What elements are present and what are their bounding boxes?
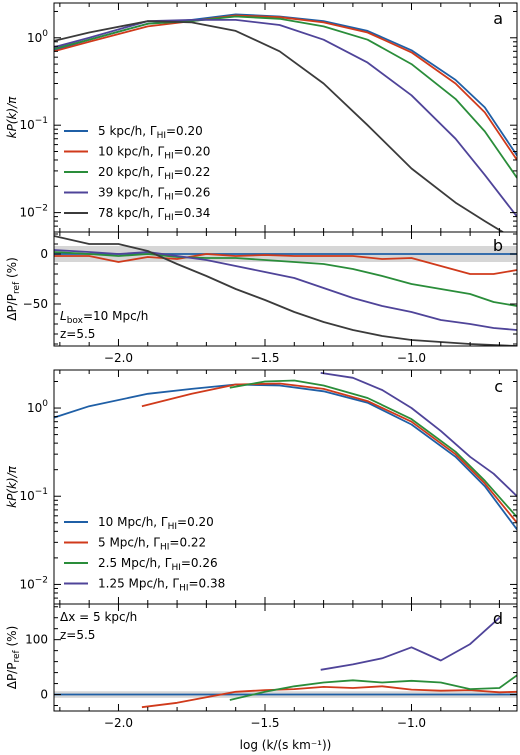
legend-label-1: 10 Mpc/h, ΓHI=0.20 (98, 515, 214, 532)
panel-letter-a: a (493, 9, 503, 28)
annotation-box-size: Lbox=10 Mpc/h (60, 309, 148, 326)
series-line-2 (54, 253, 517, 275)
plot-frame-d (53, 603, 518, 712)
y-tick-label: 0 (40, 247, 48, 261)
x-tick-label: −1.5 (250, 351, 279, 365)
y-tick-label: 10−1 (19, 116, 48, 132)
series-line-3 (54, 251, 517, 307)
y-axis-label-a: kP(k)/π (5, 96, 19, 139)
series-line-1 (54, 383, 517, 531)
x-tick-label: −2.0 (104, 351, 133, 365)
series-line-4 (54, 249, 517, 331)
panel-letter-c: c (494, 377, 503, 396)
series-line-3 (229, 674, 517, 701)
legend-label-5: 78 kpc/h, ΓHI=0.34 (98, 206, 210, 223)
y-tick-label: 100 (27, 29, 48, 45)
x-axis-label: log (k/(s km⁻¹)) (240, 738, 332, 752)
legend-label-2: 5 Mpc/h, ΓHI=0.22 (98, 536, 206, 553)
panel-c: 100 10−1 10−2 kP(k)/π c 10 Mpc/h, ΓHI=0.20 5 M… (5, 369, 518, 605)
panel-letter-b: b (493, 236, 503, 255)
legend-label-1: 5 kpc/h, ΓHI=0.20 (98, 124, 203, 141)
x-tick-label: −2.0 (104, 716, 133, 730)
x-tick-label: −1.0 (397, 351, 426, 365)
series-line-2 (141, 685, 517, 709)
annotation-redshift-b: z=5.5 (60, 327, 95, 341)
y-tick-label: 10−2 (19, 204, 48, 220)
y-axis-label-c: kP(k)/π (5, 465, 19, 508)
panel-letter-d: d (493, 609, 503, 628)
y-tick-label: 0 (40, 688, 48, 702)
series-line-3 (54, 15, 517, 179)
series-line-5 (54, 235, 517, 346)
y-tick-label: 100 (27, 399, 48, 415)
series-line-2 (54, 14, 517, 161)
panel-a: 100 10−1 10−2 kP(k)/π a 5 kpc/h, ΓHI=0.20 10 k… (5, 2, 518, 233)
legend-label-2: 10 kpc/h, ΓHI=0.20 (98, 145, 210, 162)
series-line-5 (54, 20, 505, 232)
legend-label-4: 39 kpc/h, ΓHI=0.26 (98, 186, 210, 203)
y-axis-label-d: ΔP/Pref (%) (5, 626, 22, 690)
y-tick-label: 100 (25, 633, 48, 647)
series-line-4 (320, 617, 501, 671)
plot-frame-b (53, 231, 518, 347)
x-tick-label: −1.5 (250, 716, 279, 730)
annotation-resolution: Δx = 5 kpc/h (60, 610, 137, 624)
y-tick-label: 10−1 (19, 487, 48, 503)
legend-label-4: 1.25 Mpc/h, ΓHI=0.38 (98, 577, 225, 594)
series-line-4 (320, 372, 517, 497)
series-line-3 (229, 379, 517, 518)
series-line-2 (141, 382, 517, 524)
y-tick-label: 10−2 (19, 575, 48, 591)
x-tick-label: −1.0 (397, 716, 426, 730)
y-tick-label: −50 (23, 297, 48, 311)
annotation-redshift-d: z=5.5 (60, 628, 95, 642)
y-axis-label-b: ΔP/Pref (%) (5, 257, 22, 321)
legend-label-3: 2.5 Mpc/h, ΓHI=0.26 (98, 556, 218, 573)
legend-label-3: 20 kpc/h, ΓHI=0.22 (98, 165, 210, 182)
